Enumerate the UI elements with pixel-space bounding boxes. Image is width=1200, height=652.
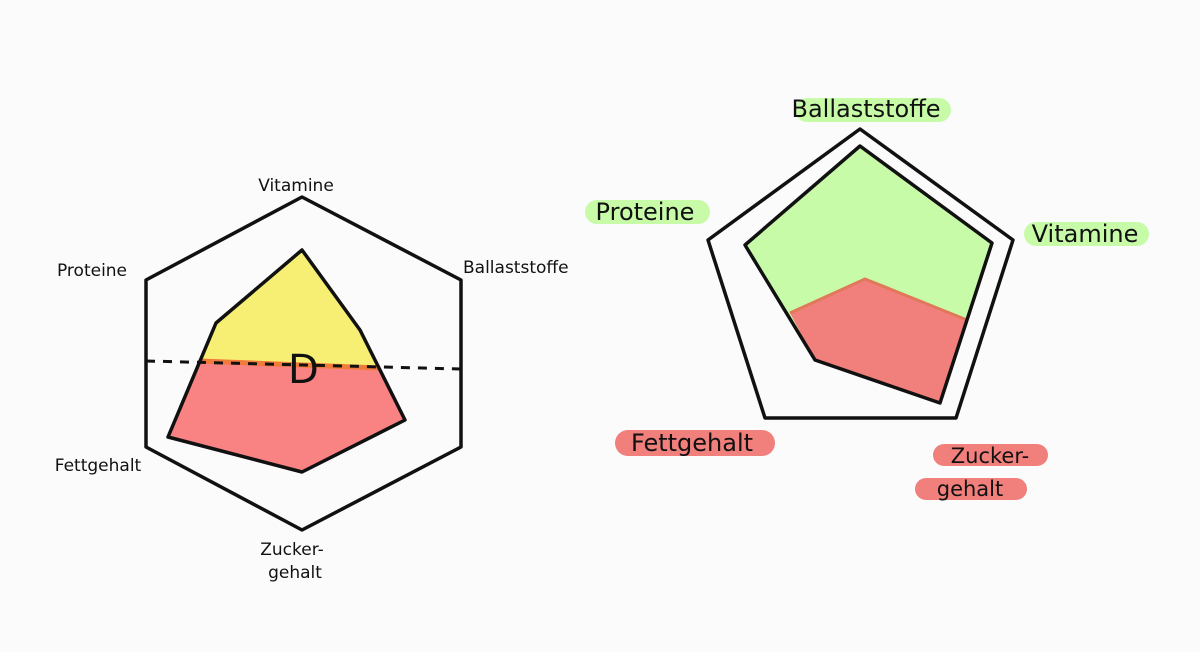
- highlight-ballaststoffe: [795, 98, 951, 122]
- right-red-fill: [790, 279, 967, 403]
- left-upper-fill: [200, 250, 380, 367]
- left-label-vitamine: Vitamine: [258, 176, 334, 196]
- right-label-proteine: Proteine: [596, 198, 695, 226]
- right-label-fettgehalt: Fettgehalt: [631, 429, 753, 457]
- right-outer-pentagon: [706, 127, 1015, 420]
- right-red-boundary: [789, 277, 968, 322]
- left-dashed-line: [145, 359, 462, 371]
- highlight-proteine: [585, 200, 710, 224]
- highlight-zucker: [933, 444, 1048, 466]
- right-label-ballaststoffe: Ballaststoffe: [791, 95, 940, 123]
- highlight-fettgehalt: [615, 430, 775, 456]
- left-label-proteine: Proteine: [57, 261, 127, 281]
- left-label-zucker: Zucker-: [260, 540, 324, 560]
- right-label-vitamine: Vitamine: [1032, 220, 1139, 248]
- left-label-fettgehalt: Fettgehalt: [55, 456, 142, 476]
- right-radar-chart: Ballaststoffe Proteine Vitamine Fettgeha…: [585, 95, 1149, 501]
- left-label-ballaststoffe: Ballaststoffe: [463, 258, 569, 278]
- highlight-gehalt: [915, 478, 1027, 500]
- left-center-letter: D: [288, 347, 319, 393]
- left-lower-fill: [168, 360, 405, 472]
- right-value-polygon: [743, 144, 994, 405]
- left-label-gehalt: gehalt: [268, 563, 322, 583]
- left-outer-hexagon: [144, 195, 463, 532]
- right-label-gehalt: gehalt: [937, 477, 1004, 501]
- left-value-polygon: [166, 248, 407, 474]
- highlight-vitamine: [1024, 222, 1149, 246]
- right-label-zucker: Zucker-: [951, 444, 1029, 468]
- left-radar-chart: D Vitamine Ballaststoffe Zucker- gehalt …: [55, 176, 569, 583]
